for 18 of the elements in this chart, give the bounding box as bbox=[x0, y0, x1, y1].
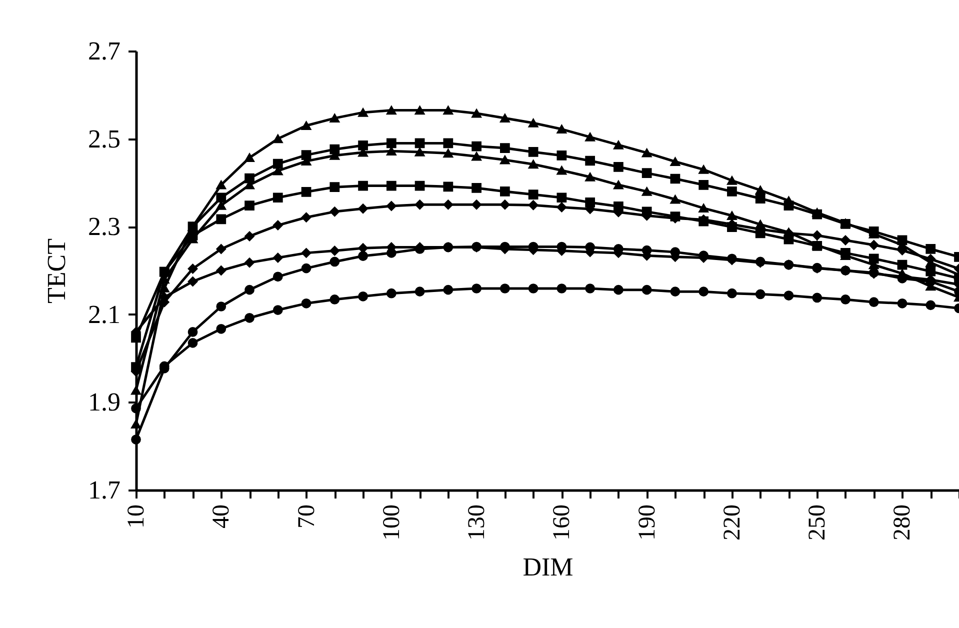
x-tick-label: 160 bbox=[549, 504, 576, 540]
x-tick-label: 190 bbox=[634, 504, 660, 540]
x-tick-label: 250 bbox=[804, 504, 831, 540]
y-axis-title: TECT bbox=[42, 238, 71, 304]
x-axis-title: DIM bbox=[522, 552, 574, 582]
y-tick-label: 1.9 bbox=[88, 388, 120, 417]
y-tick-label: 2.5 bbox=[88, 124, 120, 154]
x-tick-label: 70 bbox=[294, 504, 320, 528]
x-tick-label: 100 bbox=[378, 504, 405, 540]
x-tick-label: 130 bbox=[464, 504, 490, 540]
y-tick-label: 2.7 bbox=[88, 36, 120, 66]
y-tick-label: 2.1 bbox=[88, 300, 120, 329]
y-tick-label: 1.7 bbox=[88, 476, 120, 504]
x-tick-label: 40 bbox=[208, 504, 235, 528]
y-tick-label: 2.3 bbox=[88, 212, 120, 242]
x-tick-label: 10 bbox=[124, 504, 150, 528]
x-tick-label: 280 bbox=[890, 504, 916, 540]
x-tick-label: 220 bbox=[719, 504, 746, 540]
